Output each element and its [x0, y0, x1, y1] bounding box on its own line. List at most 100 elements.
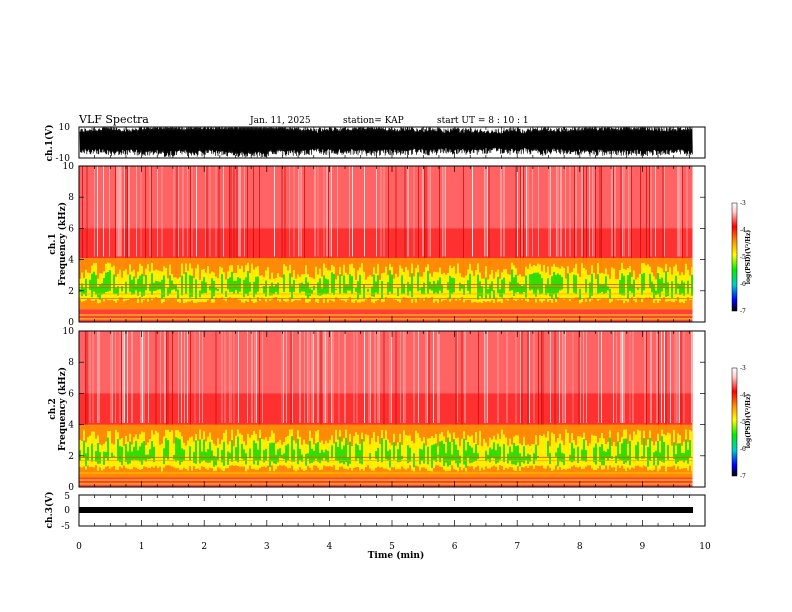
- spectrogram-green-band: [421, 287, 423, 294]
- spectrogram-green-band: [423, 443, 425, 464]
- spectrogram-streak: [215, 331, 217, 472]
- spectrogram-yellow-band: [479, 430, 481, 471]
- spectrogram-yellow-band: [311, 277, 313, 299]
- spectrogram-green-band: [129, 274, 131, 292]
- spectrogram-green-band: [529, 274, 531, 291]
- spectrogram-green-band: [457, 450, 459, 468]
- spectrogram-green-band: [531, 273, 533, 290]
- spectrogram-yellow-band: [123, 270, 125, 302]
- spectrogram-green-band: [363, 284, 365, 299]
- frequency-tick-label: 8: [68, 193, 74, 203]
- spectrogram-green-band: [343, 445, 345, 465]
- spectrogram-green-band: [449, 275, 451, 299]
- spectrogram-streak: [124, 166, 125, 257]
- spectrogram-green-band: [281, 454, 283, 459]
- spectrogram-green-band: [377, 448, 379, 462]
- spectrogram-streak: [370, 331, 371, 424]
- spectrogram-green-band: [475, 444, 477, 462]
- spectrogram-green-band: [291, 436, 293, 462]
- spectrogram-yellow-band: [455, 273, 457, 301]
- spectrogram-green-band: [327, 450, 329, 463]
- spectrogram-streak: [127, 166, 128, 304]
- spectrogram-green-band: [289, 273, 291, 293]
- spectrogram-green-band: [211, 450, 213, 461]
- spectrogram-streak: [283, 331, 284, 424]
- spectrogram-streak: [632, 331, 634, 424]
- spectrogram-yellow-band: [365, 279, 367, 300]
- spectrogram-green-band: [653, 284, 655, 299]
- spectrogram-streak: [521, 331, 523, 472]
- spectrogram-green-band: [143, 441, 145, 460]
- spectrogram-green-band: [623, 438, 625, 464]
- spectrogram-green-band: [407, 445, 409, 464]
- spectrogram-green-band: [389, 449, 391, 468]
- spectrogram-green-band: [577, 446, 579, 464]
- spectrogram-green-band: [317, 282, 319, 296]
- spectrogram-green-band: [469, 273, 471, 295]
- spectrogram-green-band: [313, 450, 315, 462]
- spectrogram-green-band: [387, 450, 389, 461]
- spectrogram-streak: [182, 166, 184, 257]
- spectrogram-green-band: [83, 288, 85, 295]
- spectrogram-streak: [97, 331, 98, 424]
- spectrogram-streak: [433, 331, 434, 424]
- spectrogram-streak: [82, 166, 83, 304]
- spectrogram-yellow-band: [285, 266, 287, 302]
- spectrogram-green-band: [431, 445, 433, 468]
- spectrogram-streak: [529, 331, 530, 424]
- spectrogram-streak: [388, 166, 389, 304]
- spectrogram-green-band: [675, 454, 677, 464]
- spectrogram-green-band: [349, 441, 351, 464]
- spectrogram-green-band: [271, 442, 273, 462]
- time-tick-label: 2: [201, 542, 207, 552]
- spectrogram-yellow-band: [429, 438, 431, 471]
- spectrogram-green-band: [249, 282, 251, 292]
- spectrogram-streak: [298, 166, 299, 257]
- spectrogram-streak: [677, 166, 679, 257]
- spectrogram-green-band: [121, 286, 123, 292]
- spectrogram-streak: [364, 331, 365, 424]
- spectrogram-green-band: [511, 269, 513, 291]
- spectrogram-green-band: [455, 444, 457, 464]
- colorbar-tick-label: -3: [740, 365, 746, 372]
- spectrogram-streak: [586, 331, 587, 424]
- spectrogram-streak: [329, 166, 331, 257]
- spectrogram-yellow-band: [171, 430, 173, 467]
- spectrogram-green-band: [467, 441, 469, 458]
- spectrogram-streak: [236, 166, 238, 304]
- spectrogram-streak: [157, 166, 158, 257]
- ch3-waveform-panel: 5 0 -5 ch.3(V) 0 1 2 3 4 5 6 7 8 9 10 Time (min): [44, 492, 711, 561]
- spectrogram-yellow-band: [669, 433, 671, 467]
- spectrogram-green-band: [321, 288, 323, 296]
- spectrogram-streak: [121, 166, 122, 257]
- spectrogram-green-band: [181, 448, 183, 462]
- spectrogram-green-band: [215, 287, 217, 291]
- spectrogram-green-band: [629, 440, 631, 466]
- spectrogram-yellow-band: [287, 270, 289, 302]
- spectrogram-green-band: [139, 446, 141, 462]
- spectrogram-green-band: [439, 277, 441, 291]
- spectrogram-green-band: [355, 287, 357, 292]
- spectrogram-green-band: [357, 281, 359, 300]
- spectrogram-streak: [301, 166, 302, 257]
- spectrogram-streak: [202, 331, 203, 424]
- spectrogram-green-band: [665, 271, 667, 297]
- spectrogram-yellow-band: [109, 431, 111, 469]
- spectrogram-green-band: [125, 444, 127, 462]
- spectrogram-green-band: [625, 438, 627, 463]
- spectrogram-yellow-band: [483, 278, 485, 301]
- spectrogram-green-band: [319, 452, 321, 464]
- spectrogram-yellow-band: [417, 433, 419, 467]
- frequency-tick-label: 4: [68, 421, 74, 431]
- spectrogram-green-band: [243, 279, 245, 298]
- spectrogram-green-band: [529, 454, 531, 462]
- spectrogram-green-band: [331, 272, 333, 293]
- spectrogram-green-band: [279, 448, 281, 457]
- spectrogram-yellow-band: [483, 438, 485, 470]
- spectrogram-upper-region: [79, 331, 693, 394]
- spectrogram-streak: [574, 166, 575, 304]
- spectrogram-streak: [224, 331, 226, 424]
- spectrogram-streak: [127, 331, 128, 424]
- spectrogram-green-band: [305, 453, 307, 466]
- spectrogram-upper-region: [79, 166, 693, 229]
